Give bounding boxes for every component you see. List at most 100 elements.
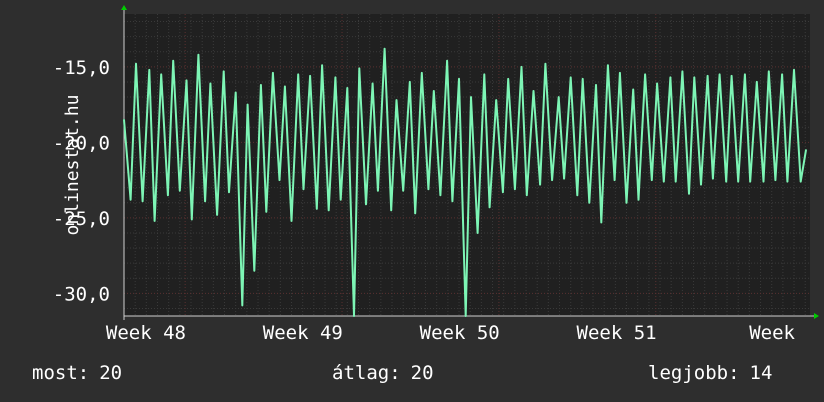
y-tick-label: -20,0 bbox=[53, 132, 110, 154]
data-point bbox=[458, 78, 460, 80]
data-point bbox=[488, 206, 491, 209]
data-point bbox=[526, 194, 528, 196]
y-tick-label: -25,0 bbox=[53, 208, 110, 230]
data-point bbox=[464, 315, 467, 317]
data-point bbox=[167, 194, 169, 196]
data-point bbox=[327, 209, 330, 212]
data-point bbox=[551, 179, 553, 181]
data-point bbox=[781, 73, 783, 76]
data-point bbox=[228, 191, 230, 193]
data-point bbox=[476, 232, 479, 234]
data-point bbox=[569, 76, 572, 79]
data-point bbox=[544, 63, 547, 65]
x-tick-label: Week bbox=[749, 322, 795, 344]
best-stat-value: 14 bbox=[749, 362, 773, 384]
data-point bbox=[730, 75, 733, 77]
data-point bbox=[309, 75, 311, 77]
data-point bbox=[619, 72, 621, 74]
data-point bbox=[514, 188, 516, 190]
data-point bbox=[446, 60, 448, 62]
data-point bbox=[637, 198, 640, 201]
data-point bbox=[141, 200, 144, 203]
data-point bbox=[334, 76, 337, 79]
data-point bbox=[179, 189, 181, 192]
data-point bbox=[688, 192, 690, 195]
y-tick-label: -15,0 bbox=[53, 57, 110, 79]
data-point bbox=[588, 201, 591, 204]
data-point bbox=[786, 180, 789, 183]
current-stat-value: 20 bbox=[99, 362, 123, 384]
data-point bbox=[539, 183, 541, 186]
data-point bbox=[377, 189, 379, 192]
data-point bbox=[432, 90, 435, 92]
data-point bbox=[793, 69, 795, 71]
data-point bbox=[439, 194, 442, 196]
data-point bbox=[532, 90, 535, 92]
average-stat-value: 20 bbox=[410, 362, 434, 384]
data-point bbox=[799, 180, 802, 183]
x-tick-label: Week 51 bbox=[577, 322, 657, 344]
data-point bbox=[346, 87, 349, 89]
data-point bbox=[507, 78, 510, 80]
data-point bbox=[576, 194, 579, 196]
data-point bbox=[520, 66, 523, 68]
best-stat-label: legjobb: bbox=[648, 362, 740, 384]
data-point bbox=[644, 73, 646, 76]
data-point bbox=[595, 84, 597, 86]
data-point bbox=[451, 200, 454, 203]
x-tick-label: Week 50 bbox=[420, 322, 500, 344]
data-point bbox=[339, 198, 342, 201]
x-axis-arrow bbox=[814, 313, 819, 319]
data-point bbox=[371, 82, 374, 85]
data-point bbox=[197, 53, 200, 56]
data-point bbox=[358, 67, 361, 70]
data-point bbox=[241, 304, 244, 307]
data-point bbox=[662, 180, 665, 183]
data-point bbox=[402, 189, 404, 192]
data-point bbox=[420, 72, 423, 74]
data-point bbox=[160, 73, 163, 76]
data-point bbox=[495, 99, 498, 101]
data-point bbox=[613, 179, 616, 181]
x-tick-label: Week 49 bbox=[263, 322, 343, 344]
data-point bbox=[805, 149, 807, 151]
data-point bbox=[483, 73, 486, 76]
series-points bbox=[123, 47, 807, 317]
data-point bbox=[209, 82, 212, 85]
data-point bbox=[607, 64, 609, 67]
data-point bbox=[315, 207, 318, 210]
data-point bbox=[774, 179, 777, 181]
data-point bbox=[557, 96, 560, 98]
data-point bbox=[502, 191, 504, 193]
average-stat-label: átlag: bbox=[332, 362, 401, 384]
data-point bbox=[135, 63, 137, 65]
data-point bbox=[767, 70, 770, 73]
data-point bbox=[253, 269, 256, 272]
data-point bbox=[148, 69, 151, 71]
x-tick-label: Week 48 bbox=[106, 322, 186, 344]
data-point bbox=[129, 198, 132, 201]
data-point bbox=[427, 188, 430, 190]
data-point bbox=[674, 180, 677, 183]
data-point bbox=[284, 85, 286, 88]
data-point bbox=[563, 177, 565, 180]
data-point bbox=[302, 188, 305, 190]
data-point bbox=[737, 180, 740, 183]
data-point bbox=[700, 183, 702, 186]
data-point bbox=[681, 70, 684, 73]
data-point bbox=[706, 75, 709, 77]
data-point bbox=[656, 82, 658, 85]
data-point bbox=[278, 179, 281, 181]
data-point bbox=[234, 91, 237, 94]
data-point bbox=[395, 99, 398, 101]
data-point bbox=[383, 47, 386, 50]
best-stat: legjobb: 14 bbox=[648, 362, 772, 384]
data-point bbox=[272, 72, 274, 74]
data-point bbox=[756, 81, 758, 83]
data-point bbox=[409, 81, 411, 83]
data-point bbox=[216, 214, 218, 216]
data-point bbox=[123, 118, 125, 121]
data-point bbox=[390, 209, 393, 212]
data-point bbox=[725, 180, 728, 183]
